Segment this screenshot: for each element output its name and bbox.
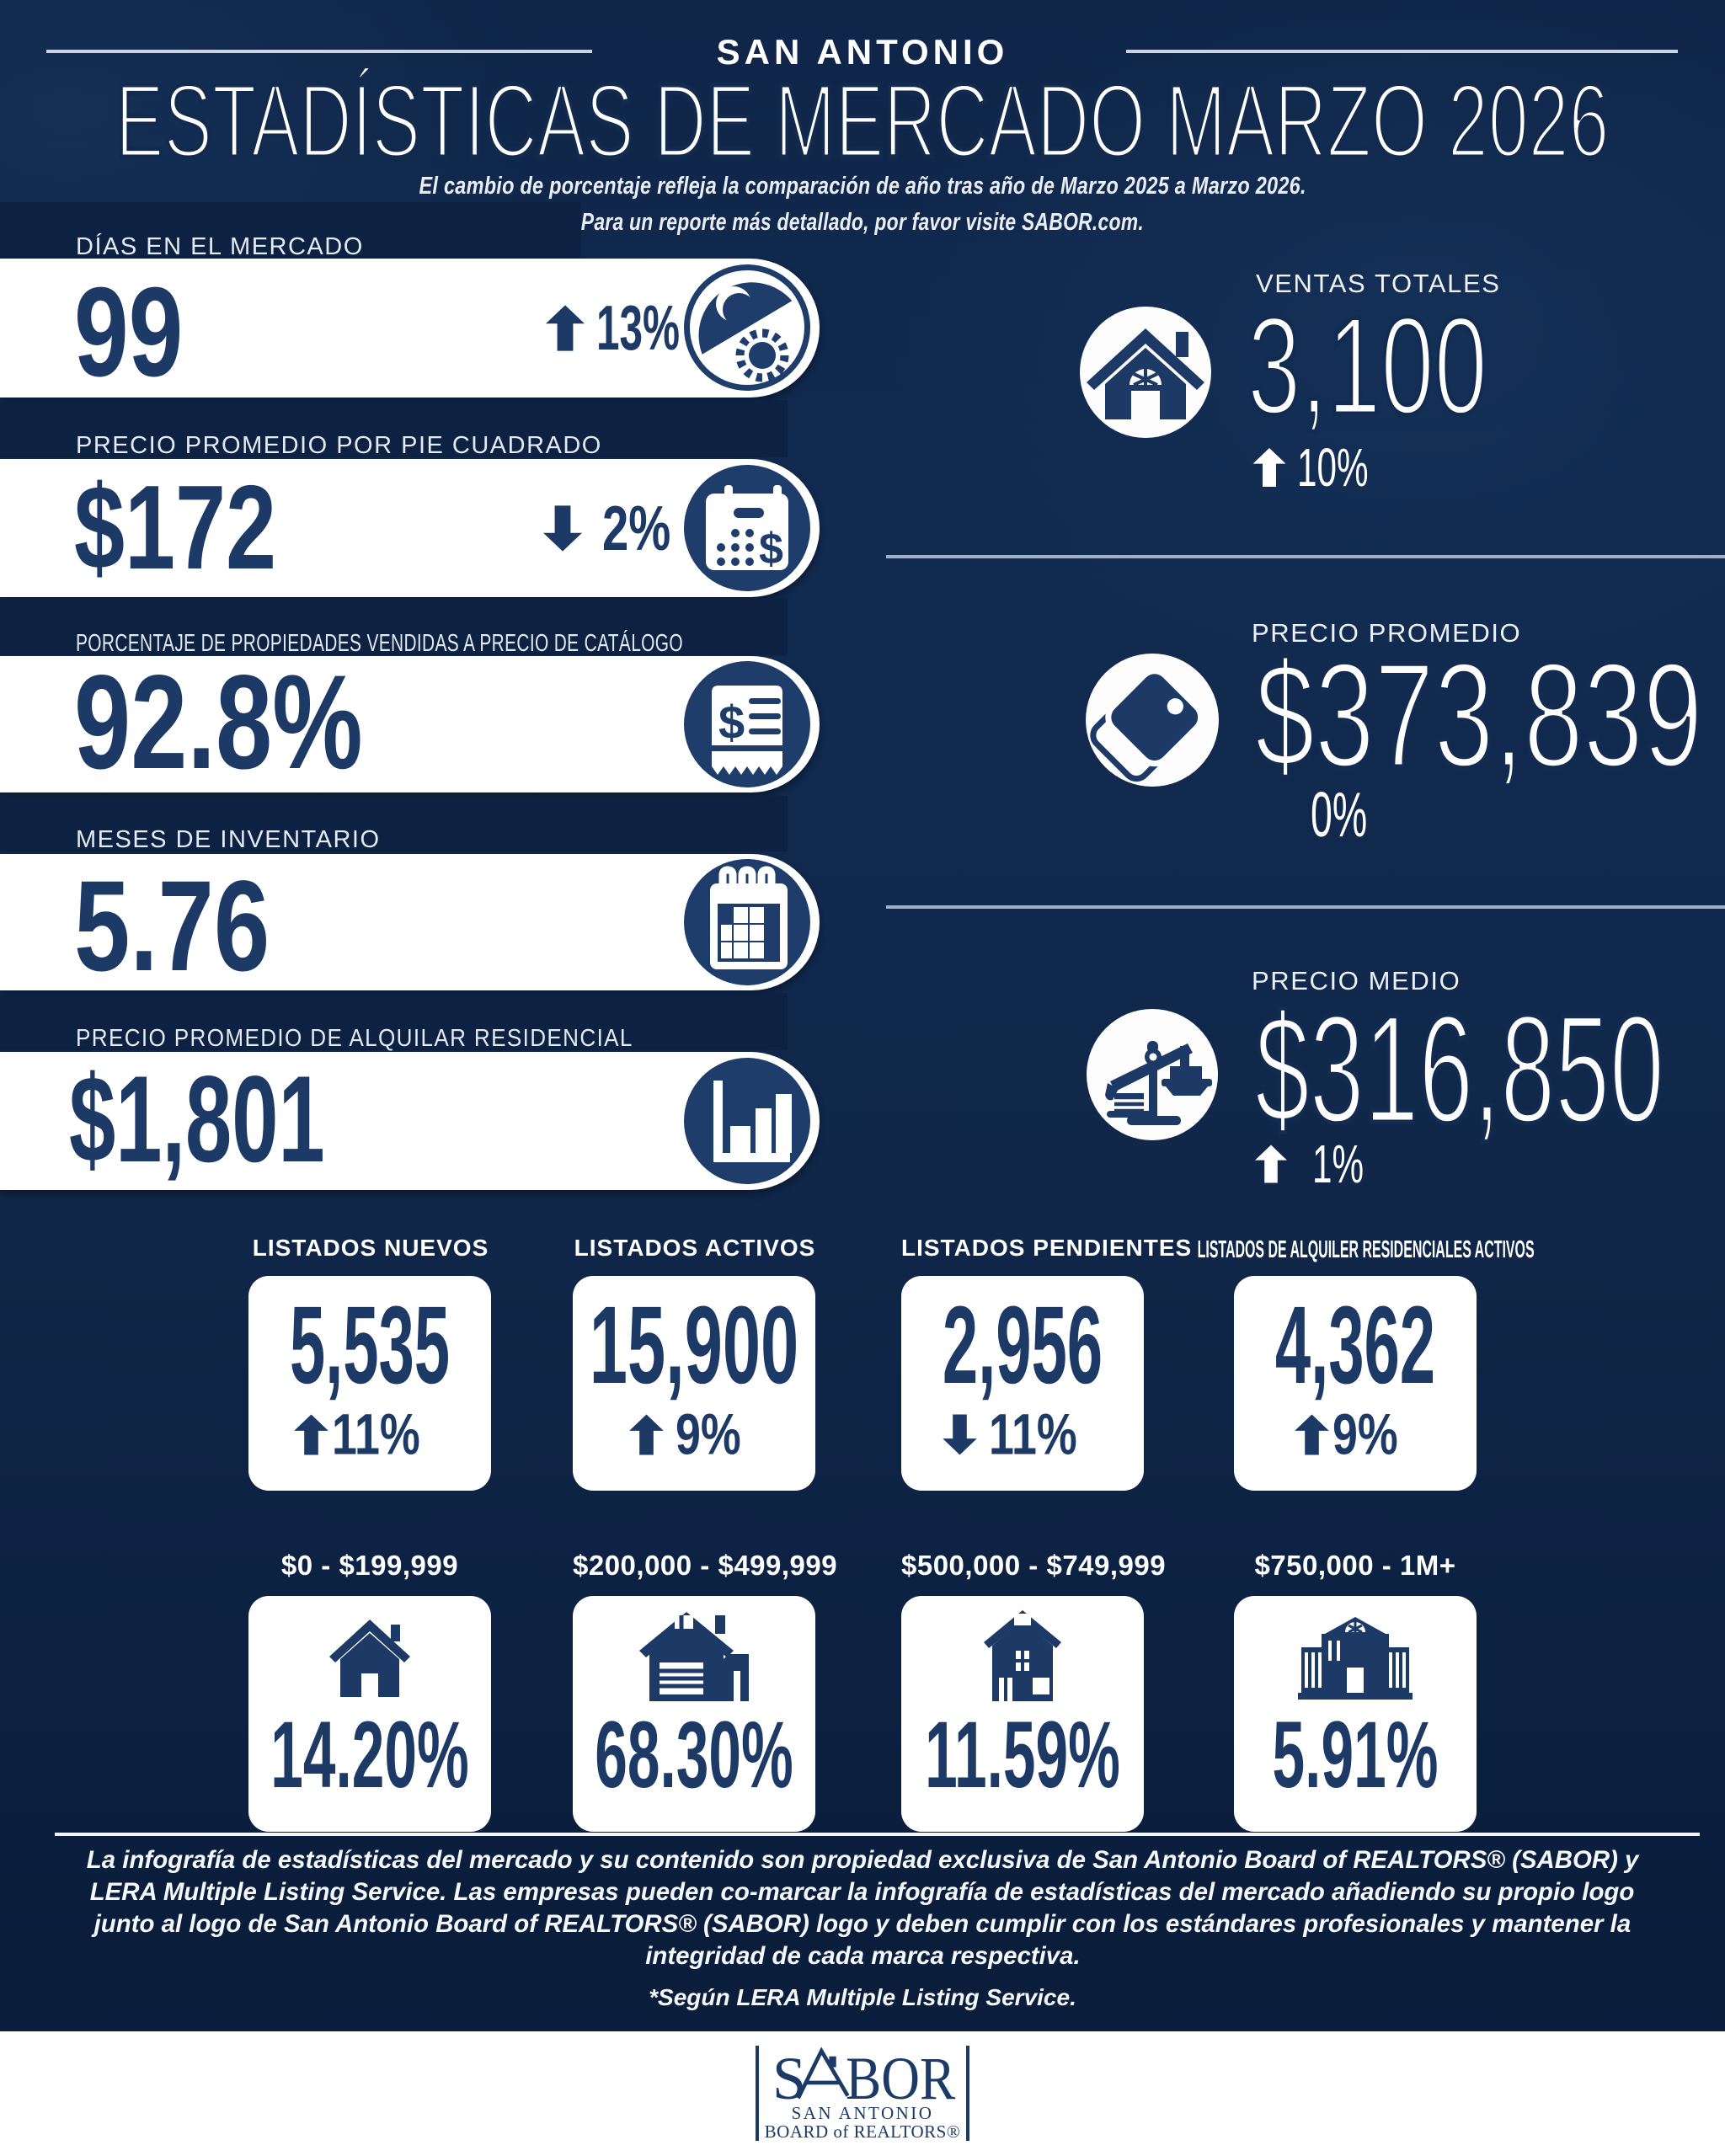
svg-text:$: $ — [718, 696, 745, 749]
svg-text:$: $ — [759, 525, 783, 574]
